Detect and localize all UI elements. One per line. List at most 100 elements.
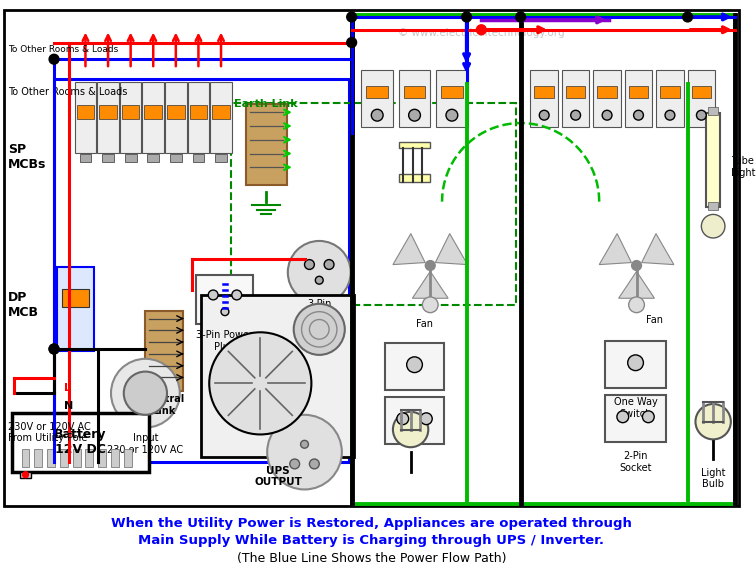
Bar [385,343,444,390]
Bar [12,413,150,472]
Polygon shape [618,271,655,298]
Bar [76,105,94,119]
Bar [399,70,430,127]
Circle shape [446,110,458,121]
Text: 230V or 120V AC
From Utility Pole: 230V or 120V AC From Utility Pole [8,422,91,443]
Circle shape [539,110,549,120]
Circle shape [371,110,383,121]
Bar [22,449,29,467]
Circle shape [603,110,612,120]
Bar [4,10,739,506]
Bar [187,82,209,152]
Bar [531,70,558,127]
Bar [706,113,720,206]
Text: Input
230 or 120V AC: Input 230 or 120V AC [107,434,184,455]
Text: Light
Bulb: Light Bulb [701,468,726,489]
Bar [605,395,666,442]
Bar [102,155,114,162]
Circle shape [627,355,643,370]
Bar [99,105,117,119]
Polygon shape [412,271,448,298]
Bar [20,472,32,478]
Bar [399,142,430,148]
Bar [436,70,467,127]
Circle shape [683,12,692,22]
Bar [565,86,585,97]
Bar [170,155,181,162]
Text: 3-Pin Power
Plug: 3-Pin Power Plug [197,331,253,352]
Circle shape [111,359,180,428]
Bar [385,397,444,444]
Circle shape [665,110,675,120]
Bar [73,449,81,467]
Bar [624,70,652,127]
Text: Fan: Fan [646,315,663,325]
Circle shape [409,110,420,121]
Text: To Other Rooms & Loads: To Other Rooms & Loads [8,45,118,54]
Bar [142,82,164,152]
Text: © www.electricaltechnology.org: © www.electricaltechnology.org [398,28,565,38]
Bar [75,82,96,152]
Circle shape [696,110,706,120]
Bar [708,107,718,115]
Text: Main Supply While Battery is Charging through UPS / Inverter.: Main Supply While Battery is Charging th… [138,534,604,547]
Bar [47,449,55,467]
Polygon shape [642,234,674,265]
Circle shape [301,440,308,448]
Circle shape [347,38,357,47]
Bar [660,86,680,97]
Bar [144,105,162,119]
Text: L: L [64,383,71,393]
Bar [593,70,621,127]
Bar [79,155,91,162]
Text: Fan: Fan [416,319,432,329]
Bar [120,82,141,152]
Bar [367,86,388,97]
Text: Tube
Light: Tube Light [731,156,755,178]
Circle shape [309,459,319,469]
Bar [147,155,159,162]
Bar [98,449,106,467]
Bar [629,86,649,97]
Circle shape [221,308,229,316]
Circle shape [49,344,59,354]
Circle shape [629,297,644,313]
Circle shape [420,413,432,425]
Bar [605,341,666,389]
Bar [62,289,89,306]
Circle shape [294,304,345,355]
Bar [441,86,463,97]
Text: One Way
Switch: One Way Switch [614,397,658,419]
Bar [165,82,187,152]
Circle shape [232,290,242,300]
Bar [60,449,68,467]
Text: 2-Pin
Socket: 2-Pin Socket [619,451,652,473]
Circle shape [476,25,486,35]
Text: Earth Link: Earth Link [234,100,298,110]
Bar [708,202,718,210]
Polygon shape [600,234,631,265]
Circle shape [393,412,429,447]
Text: Battery
12V DC: Battery 12V DC [54,428,107,456]
Bar [193,155,204,162]
Bar [210,82,232,152]
Circle shape [426,261,435,270]
Bar [190,105,207,119]
Bar [34,449,42,467]
Circle shape [208,290,218,300]
Bar [231,103,516,305]
Circle shape [124,372,167,415]
Bar [122,105,140,119]
Text: To Other Rooms & Loads: To Other Rooms & Loads [8,87,127,97]
Bar [692,86,711,97]
Polygon shape [435,234,467,265]
Circle shape [462,12,472,22]
Bar [145,311,183,391]
Circle shape [209,332,311,434]
Bar [197,275,253,325]
Bar [534,86,554,97]
Circle shape [267,415,342,489]
Circle shape [397,413,409,425]
Bar [57,267,94,351]
Text: DP
MCB: DP MCB [8,291,39,319]
